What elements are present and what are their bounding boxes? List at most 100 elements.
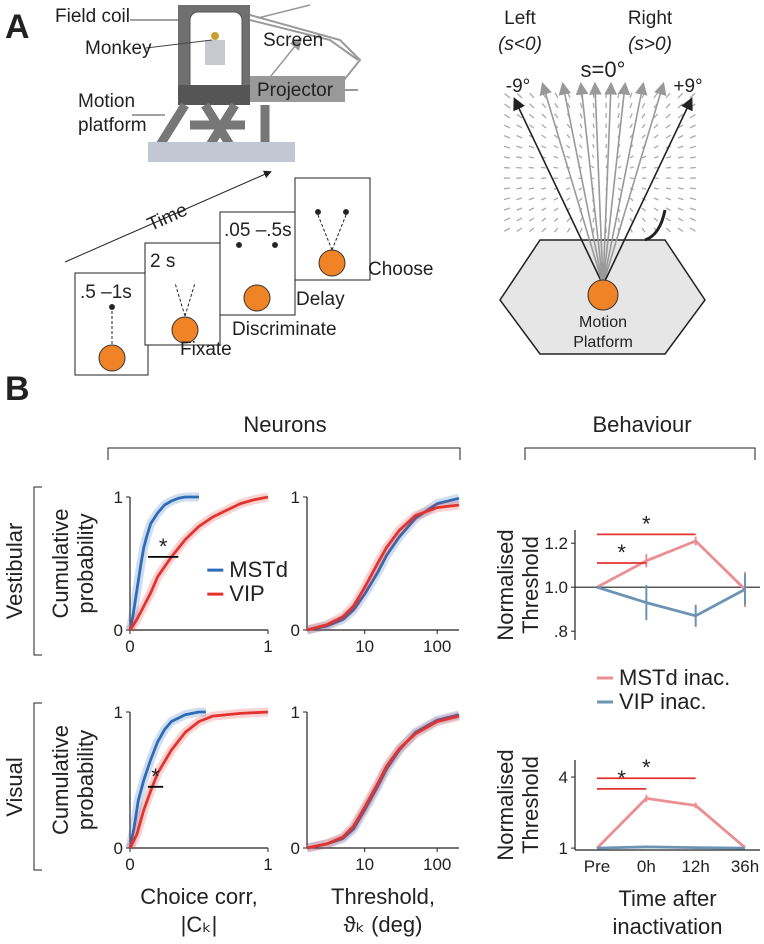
flow-dot [641,92,646,99]
x-tick-label: Pre [584,857,610,876]
flow-dot [541,197,547,201]
stimulus-label: Right [628,8,673,29]
flow-dot [592,144,595,149]
flow-dot [592,102,595,109]
stimulus-label: Left [504,8,536,29]
flow-dot [677,156,684,159]
flow-dot [566,123,571,129]
flow-dot [641,102,646,109]
flow-dot [665,187,672,190]
flow-dot [553,217,559,222]
flow-dot [528,124,535,129]
heading-arrow [588,81,604,286]
series-line [128,710,269,849]
x-tick-label: 0 [125,637,134,656]
series-line [596,845,746,850]
flow-dot [528,113,535,119]
x-axis-label: Time after [618,886,716,911]
flow-dot [677,187,684,190]
flow-dot [553,144,559,149]
stimulus-label: s=0° [581,57,626,82]
flow-dot [590,165,595,169]
heading-arrow [539,81,604,286]
epoch-duration: 2 s [150,251,175,272]
flow-dot [516,145,523,149]
flow-dot [665,124,671,129]
x-axis-label: Choice corr, [140,884,257,909]
platform-label: Motion [579,314,627,331]
flow-dot [617,177,622,180]
y-axis-label: Cumulative [48,508,73,618]
flow-dot [528,197,535,201]
rig-label: Monkey [85,38,152,59]
flow-dot [541,227,547,233]
x-tick-label: 0 [125,855,134,874]
flow-dot [566,197,571,202]
row-label: Visual [2,757,27,817]
epoch-duration: .5 –1s [80,282,132,303]
rig-label: Field coil [55,6,130,27]
series-line [128,495,199,631]
rig-label: Projector [257,80,334,101]
heading-arrow [513,97,604,286]
flow-dot [689,227,696,232]
significance-label: * [642,511,651,536]
target [236,242,242,248]
y-axis-label: Normalised [493,749,518,860]
heading-arrow [558,81,604,286]
flow-dot [565,187,571,191]
flow-dot [578,144,583,149]
platform-legs [156,102,270,148]
flow-dot [579,113,583,119]
x-axis-label: Threshold, [331,884,435,909]
monkey [587,279,619,311]
x-axis-label: inactivation [612,914,722,939]
rig-label: platform [78,115,147,136]
flow-dot [528,145,535,149]
heading-arrow [602,97,693,286]
flow-dot [677,145,684,149]
flow-dot [677,103,684,109]
flow-dot [629,166,634,169]
significance-label: * [151,764,160,789]
flow-dot [503,156,511,159]
flow-dot [503,187,511,190]
flow-dot [516,207,523,211]
heading-arrow [602,81,667,286]
flow-dot [653,145,659,149]
flow-dot [653,187,659,190]
flow-dot [629,197,634,202]
y-tick-label: 4 [559,768,568,787]
flow-dot [541,113,547,119]
y-tick-label: 0 [291,621,300,640]
x-axis-label: |Cₖ| [181,912,218,937]
flow-dot [516,227,523,232]
flow-dot [677,134,684,139]
flow-dot [528,187,535,190]
flow-dot [665,103,671,109]
flow-dot [653,197,659,201]
flow-dot [516,124,523,129]
x-tick-label: 1 [263,855,272,874]
rig-drawing [130,4,362,162]
flow-dot [665,217,671,222]
epoch-label: Delay [296,289,345,310]
heading-arrows [513,81,693,286]
flow-dot [503,207,511,211]
flow-dot [579,217,583,223]
y-tick-label: 0 [114,839,123,858]
flow-field [503,92,696,233]
flow-dot [653,123,659,129]
heading-label: -9° [506,76,531,97]
flow-dot [516,134,523,139]
rig-label: Screen [263,30,323,51]
x-tick-label: 100 [423,637,451,656]
monkey [98,344,126,372]
flow-dot [528,166,535,169]
monkey [243,284,271,312]
flow-dot [566,144,571,149]
legend-label: VIP [229,581,264,606]
y-tick-label: 0 [291,839,300,858]
heading-arc [644,209,667,242]
